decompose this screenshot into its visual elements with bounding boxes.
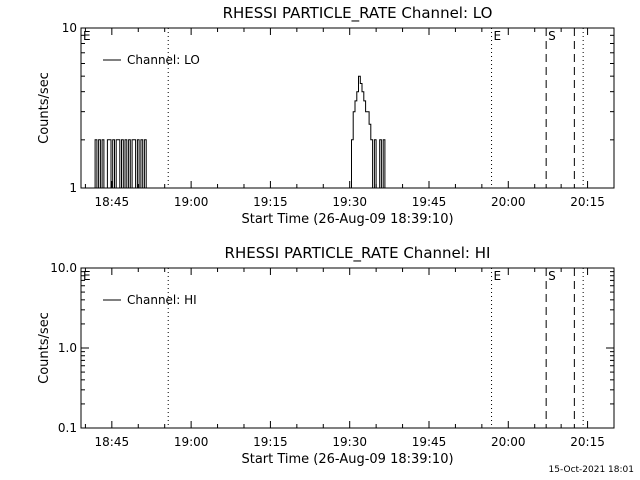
event-marker-label: E — [83, 269, 91, 283]
legend-label: Channel: HI — [127, 293, 197, 307]
x-tick-label: 20:15 — [570, 195, 605, 209]
plot-frame — [80, 267, 615, 429]
x-tick-label: 20:00 — [491, 195, 526, 209]
x-tick-label: 19:30 — [332, 195, 367, 209]
legend-label: Channel: LO — [127, 53, 200, 67]
event-marker-label: E — [83, 29, 91, 43]
event-marker-label: S — [548, 269, 556, 283]
x-tick-label: 19:45 — [412, 435, 447, 449]
y-tick-label: 0.1 — [58, 421, 77, 435]
chart-panel-1: RHESSI PARTICLE_RATE Channel: LO 18:45 19:… — [37, 4, 615, 227]
y-tick-label: 1 — [69, 181, 77, 195]
y-tick-label: 10.0 — [50, 261, 77, 275]
x-tick-label: 19:15 — [253, 435, 288, 449]
y-axis-label: Counts/sec — [37, 312, 52, 384]
x-tick-label: 20:15 — [570, 435, 605, 449]
x-tick-label: 18:45 — [95, 195, 130, 209]
chart-panel-2: RHESSI PARTICLE_RATE Channel: HI 18:45 19:… — [37, 244, 615, 467]
series-line-channel-lo — [94, 75, 392, 189]
footer-date: 15-Oct-2021 18:01 — [548, 465, 634, 475]
x-tick-label: 18:45 — [95, 435, 130, 449]
x-axis-label: Start Time (26-Aug-09 18:39:10) — [241, 452, 453, 467]
plot-frame — [80, 27, 615, 189]
x-tick-label: 19:15 — [253, 195, 288, 209]
chart-title: RHESSI PARTICLE_RATE Channel: HI — [225, 244, 491, 263]
x-tick-label: 19:45 — [412, 195, 447, 209]
y-tick-label: 1.0 — [58, 341, 77, 355]
x-tick-label: 19:00 — [174, 195, 209, 209]
event-marker-label: E — [494, 29, 502, 43]
chart-title: RHESSI PARTICLE_RATE Channel: LO — [223, 4, 493, 23]
x-axis-label: Start Time (26-Aug-09 18:39:10) — [241, 212, 453, 227]
y-tick-label: 10 — [62, 21, 77, 35]
x-tick-label: 19:00 — [174, 435, 209, 449]
y-axis-label: Counts/sec — [37, 72, 52, 144]
x-tick-label: 20:00 — [491, 435, 526, 449]
event-marker-label: S — [548, 29, 556, 43]
event-marker-label: E — [494, 269, 502, 283]
x-tick-label: 19:30 — [332, 435, 367, 449]
